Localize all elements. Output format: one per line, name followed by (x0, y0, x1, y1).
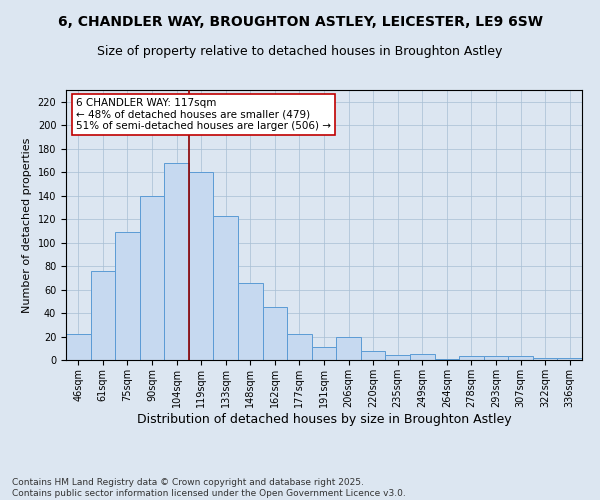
Text: 6 CHANDLER WAY: 117sqm
← 48% of detached houses are smaller (479)
51% of semi-de: 6 CHANDLER WAY: 117sqm ← 48% of detached… (76, 98, 331, 132)
Bar (557, 358, 582, 360)
Text: Size of property relative to detached houses in Broughton Astley: Size of property relative to detached ho… (97, 45, 503, 58)
Bar (336, 336, 361, 360)
Y-axis label: Number of detached properties: Number of detached properties (22, 138, 32, 312)
Bar (484, 356, 508, 360)
Bar (66, 334, 91, 360)
Bar (115, 232, 140, 360)
Bar (385, 356, 410, 360)
Bar (287, 334, 312, 360)
Bar (312, 347, 336, 360)
Bar (91, 271, 115, 360)
Bar (214, 216, 238, 360)
Text: 6, CHANDLER WAY, BROUGHTON ASTLEY, LEICESTER, LE9 6SW: 6, CHANDLER WAY, BROUGHTON ASTLEY, LEICE… (58, 15, 542, 29)
Bar (238, 282, 263, 360)
Bar (140, 196, 164, 360)
Text: Contains HM Land Registry data © Crown copyright and database right 2025.
Contai: Contains HM Land Registry data © Crown c… (12, 478, 406, 498)
Bar (263, 307, 287, 360)
Bar (508, 356, 533, 360)
Bar (410, 354, 434, 360)
Bar (164, 163, 189, 360)
Bar (361, 350, 385, 360)
Bar (459, 356, 484, 360)
Bar (434, 359, 459, 360)
Bar (189, 172, 214, 360)
X-axis label: Distribution of detached houses by size in Broughton Astley: Distribution of detached houses by size … (137, 412, 511, 426)
Bar (533, 358, 557, 360)
